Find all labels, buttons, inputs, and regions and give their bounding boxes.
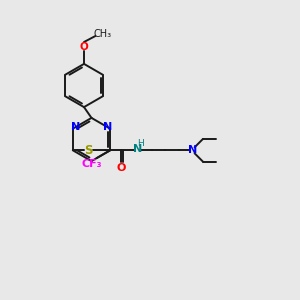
- Text: CF₃: CF₃: [82, 158, 103, 169]
- Text: O: O: [117, 163, 126, 173]
- Text: N: N: [103, 122, 112, 133]
- Text: N: N: [188, 145, 197, 155]
- Text: H: H: [137, 139, 144, 148]
- Text: N: N: [133, 143, 142, 154]
- Text: S: S: [84, 144, 93, 157]
- Text: N: N: [70, 122, 80, 133]
- Text: CH₃: CH₃: [94, 29, 112, 39]
- Text: O: O: [80, 42, 88, 52]
